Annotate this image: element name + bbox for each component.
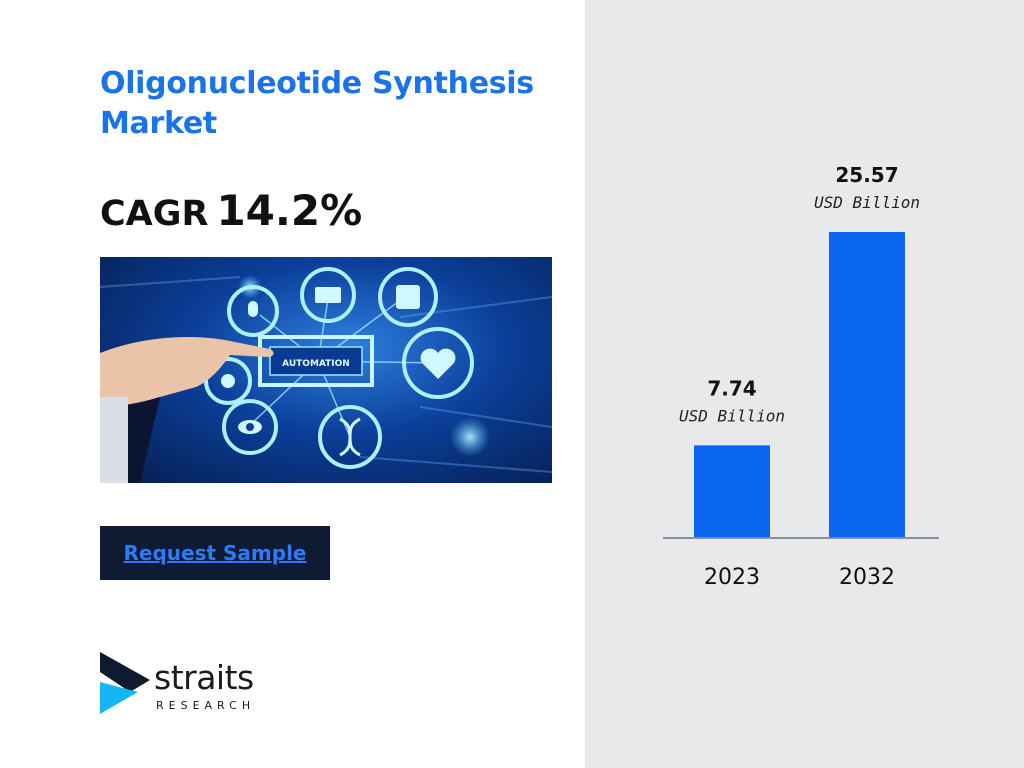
- value-label-2032: 25.57: [835, 163, 898, 187]
- heart-icon: [402, 327, 474, 399]
- unit-label-2032: USD Billion: [814, 193, 920, 212]
- cagr-line: CAGR 14.2%: [100, 186, 362, 235]
- x-tick-label-2032: 2032: [839, 565, 895, 590]
- logo-mark-icon: [100, 652, 150, 714]
- logo-subtitle: RESEARCH: [156, 699, 256, 712]
- microphone-icon: [227, 285, 279, 337]
- folder-icon: [300, 267, 356, 323]
- automation-label: AUTOMATION: [282, 359, 350, 369]
- dna-icon: [318, 405, 382, 469]
- chart-panel: [585, 0, 1024, 768]
- cagr-label: CAGR: [100, 194, 209, 234]
- value-label-2023: 7.74: [707, 376, 756, 400]
- cagr-value: 14.2%: [216, 186, 363, 235]
- bar-2023: [694, 445, 770, 538]
- bar-2032: [829, 232, 905, 538]
- request-sample-button[interactable]: Request Sample: [100, 526, 330, 580]
- logo-wordmark: straits: [154, 658, 254, 697]
- eye-icon: [222, 399, 278, 455]
- hero-image: AUTOMATION: [100, 257, 552, 483]
- unit-label-2023: USD Billion: [679, 406, 785, 425]
- page-title: Oligonucleotide Synthesis Market: [100, 66, 534, 141]
- automation-illustration: AUTOMATION: [100, 267, 552, 483]
- straits-research-logo: straits RESEARCH: [100, 652, 270, 716]
- x-tick-label-2023: 2023: [704, 565, 760, 590]
- chip-icon: [378, 267, 438, 327]
- bar-chart: 7.74 USD Billion 2023 25.57 USD Billion 2032: [663, 163, 939, 590]
